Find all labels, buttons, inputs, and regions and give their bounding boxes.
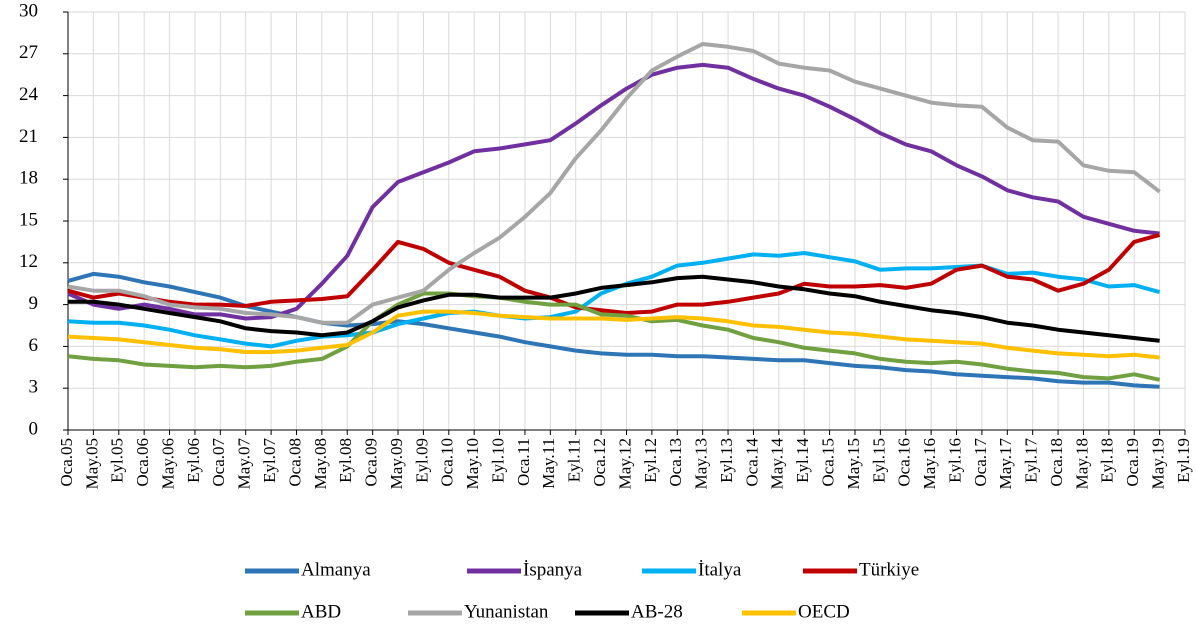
y-tick-label: 15	[19, 209, 38, 230]
x-tick-label: May.19	[1149, 438, 1168, 489]
y-tick-label: 3	[29, 377, 39, 398]
x-tick-label: Eyl.06	[184, 438, 203, 483]
x-tick-label: May.06	[158, 438, 177, 489]
legend-label: Almanya	[301, 559, 371, 580]
legend-label: Türkiye	[859, 559, 919, 580]
x-tick-label: May.07	[235, 438, 254, 490]
x-tick-label: Oca.13	[666, 438, 685, 487]
legend-label: Yunanistan	[464, 601, 549, 622]
y-tick-label: 9	[29, 293, 39, 314]
x-tick-label: May.08	[311, 438, 330, 489]
legend-label: OECD	[798, 601, 850, 622]
x-tick-label: May.09	[387, 438, 406, 489]
x-tick-label: Eyl.05	[108, 438, 127, 483]
y-tick-label: 12	[19, 251, 38, 272]
series-line	[67, 62, 1160, 321]
x-tick-label: Oca.15	[818, 438, 837, 487]
legend-label: AB-28	[631, 601, 683, 622]
x-tick-label: Eyl.16	[945, 438, 964, 483]
x-tick-label: Oca.18	[1047, 438, 1066, 487]
legend-label: İtalya	[698, 559, 742, 580]
x-tick-label: May.13	[692, 438, 711, 489]
x-tick-label: Oca.09	[362, 438, 381, 487]
x-tick-label: May.15	[844, 438, 863, 489]
x-tick-label: May.16	[920, 438, 939, 489]
x-tick-label: Eyl.12	[641, 438, 660, 483]
x-tick-label: May.17	[996, 438, 1015, 490]
y-tick-label: 0	[29, 418, 39, 439]
x-tick-label: Eyl.18	[1098, 438, 1117, 483]
x-tick-label: Eyl.09	[412, 438, 431, 483]
y-tick-label: 27	[19, 42, 38, 63]
x-tick-label: Eyl.08	[336, 438, 355, 483]
x-tick-label: Oca.07	[209, 438, 228, 487]
x-tick-label: Eyl.14	[793, 438, 812, 483]
x-tick-label: Oca.06	[133, 438, 152, 487]
x-tick-label: Oca.16	[895, 438, 914, 487]
series-line	[67, 232, 1161, 315]
series-line	[67, 42, 1161, 325]
x-tick-label: Oca.19	[1123, 438, 1142, 487]
y-tick-label: 18	[19, 168, 38, 189]
legend-label: İspanya	[523, 559, 583, 580]
x-tick-label: Eyl.11	[565, 438, 584, 482]
x-tick-label: May.05	[82, 438, 101, 489]
legend-label: ABD	[301, 601, 341, 622]
x-tick-label: Oca.11	[514, 438, 533, 486]
x-tick-label: Oca.08	[285, 438, 304, 487]
x-tick-label: Oca.14	[742, 438, 761, 487]
x-tick-label: Eyl.17	[1022, 438, 1041, 483]
x-tick-label: May.14	[768, 438, 787, 490]
y-tick-label: 30	[19, 0, 38, 21]
y-tick-label: 21	[19, 126, 38, 147]
x-tick-label: Oca.05	[57, 438, 76, 487]
x-tick-label: May.18	[1072, 438, 1091, 489]
y-tick-label: 6	[29, 335, 39, 356]
x-tick-label: May.12	[615, 438, 634, 489]
y-tick-label: 24	[19, 84, 39, 105]
x-tick-label: Eyl.19	[1174, 438, 1193, 483]
x-tick-label: Oca.17	[971, 438, 990, 487]
x-tick-label: Eyl.15	[869, 438, 888, 483]
series-line	[68, 274, 1160, 343]
series-line	[67, 309, 1160, 360]
x-tick-label: Oca.12	[590, 438, 609, 487]
x-tick-label: Eyl.10	[488, 438, 507, 483]
x-tick-label: Oca.10	[438, 438, 457, 487]
series-line	[67, 271, 1160, 389]
series-line	[67, 291, 1161, 382]
x-tick-label: Eyl.13	[717, 438, 736, 483]
x-tick-label: Eyl.07	[260, 438, 279, 483]
x-tick-label: May.11	[539, 438, 558, 489]
x-tick-label: May.10	[463, 438, 482, 489]
